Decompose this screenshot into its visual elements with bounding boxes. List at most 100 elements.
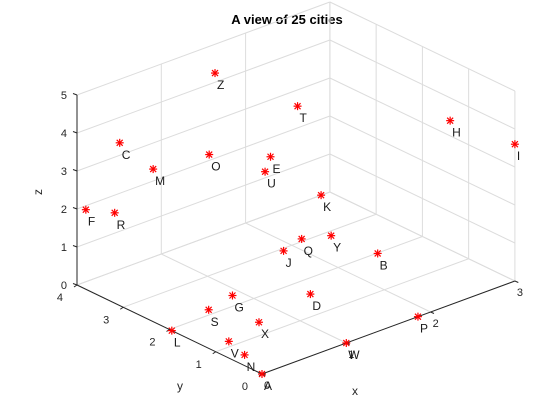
data-point: P: [413, 312, 428, 336]
point-label: Q: [304, 244, 313, 258]
point-marker: [294, 102, 301, 110]
grid-line: [123, 213, 377, 308]
point-marker: [267, 153, 274, 161]
data-point: X: [254, 318, 269, 341]
y-tick-label: 2: [149, 337, 155, 349]
point-label: M: [155, 174, 165, 188]
point-marker: [168, 327, 176, 335]
point-marker: [446, 117, 454, 125]
z-tick-label: 4: [61, 128, 67, 140]
point-label: H: [452, 126, 461, 140]
data-point: B: [373, 249, 388, 272]
point-marker: [225, 337, 233, 345]
point-label: O: [211, 160, 220, 174]
point-marker: [298, 235, 306, 243]
point-marker: [327, 232, 335, 240]
chart-title: A view of 25 cities: [231, 12, 343, 27]
grid-line: [76, 115, 331, 210]
x-tick-label: 0: [264, 380, 270, 392]
data-point: O: [205, 150, 221, 174]
point-label: N: [247, 360, 256, 374]
z-tick-mark: [72, 131, 78, 134]
data-point: K: [317, 191, 331, 214]
point-label: T: [300, 111, 308, 125]
data-point: Q: [297, 234, 313, 258]
point-label: W: [348, 348, 360, 362]
point-marker: [317, 191, 325, 199]
grid-line: [329, 77, 516, 168]
point-label: E: [273, 162, 281, 176]
grid-line: [169, 236, 423, 330]
x-tick-mark: [514, 280, 519, 283]
data-point: T: [293, 102, 308, 125]
point-label: C: [122, 148, 131, 162]
point-marker: [258, 370, 266, 378]
point-label: R: [117, 218, 126, 232]
y-tick-mark: [212, 351, 217, 355]
points-layer: A B C D E F G H I J K L M N O P Q R S T U V W X Y Z: [81, 69, 520, 393]
data-point: D: [306, 290, 321, 313]
point-marker: [205, 151, 213, 158]
point-marker: [111, 209, 119, 217]
point-marker: [211, 69, 219, 77]
data-point: Z: [211, 69, 224, 92]
point-label: I: [517, 149, 520, 163]
point-marker: [280, 247, 287, 255]
data-point: E: [266, 152, 281, 176]
data-point: C: [115, 138, 131, 162]
point-label: J: [286, 256, 292, 270]
grid-line: [215, 258, 469, 353]
point-label: Z: [217, 78, 224, 92]
grid-line: [329, 1, 516, 92]
data-point: V: [224, 337, 239, 360]
grid-line: [329, 191, 516, 282]
point-marker: [261, 168, 269, 176]
y-tick-label: 1: [196, 359, 202, 371]
point-marker: [205, 306, 213, 314]
point-marker: [149, 165, 157, 173]
y-tick-label: 4: [57, 292, 63, 304]
z-tick-label: 1: [61, 242, 67, 254]
data-point: W: [342, 339, 360, 362]
z-tick-label: 5: [61, 90, 67, 102]
data-point: I: [510, 140, 520, 163]
point-marker: [306, 290, 314, 298]
data-point: L: [167, 326, 181, 350]
point-label: A: [264, 379, 272, 393]
grid-line: [76, 153, 331, 248]
x-axis-line: [261, 280, 516, 375]
z-tick-label: 0: [61, 280, 67, 292]
x-axis-label: x: [352, 384, 358, 398]
data-point: U: [261, 167, 276, 191]
z-tick-label: 3: [61, 166, 67, 178]
point-marker: [342, 339, 350, 347]
point-marker: [255, 318, 263, 326]
x-tick-label: 3: [517, 287, 523, 299]
point-marker: [511, 140, 519, 148]
z-tick-mark: [72, 245, 78, 248]
data-point: M: [149, 165, 165, 188]
point-label: Y: [333, 241, 341, 255]
data-point: N: [240, 350, 256, 374]
x-tick-label: 2: [433, 318, 439, 330]
data-point: Y: [327, 231, 341, 255]
point-label: S: [211, 315, 219, 329]
z-tick-mark: [72, 283, 78, 286]
point-marker: [82, 206, 90, 214]
z-tick-label: 2: [61, 204, 67, 216]
point-label: L: [174, 336, 181, 350]
x-tick-mark: [430, 311, 435, 314]
point-label: D: [312, 299, 321, 313]
x-tick-label: 1: [348, 349, 354, 361]
data-point: A: [258, 370, 272, 393]
point-marker: [414, 313, 422, 321]
point-label: K: [323, 200, 331, 214]
data-point: H: [446, 116, 461, 140]
grid-line: [76, 39, 331, 134]
data-point: G: [228, 291, 244, 315]
data-point: S: [204, 305, 219, 329]
point-label: F: [88, 215, 95, 229]
y-tick-mark: [119, 306, 124, 310]
